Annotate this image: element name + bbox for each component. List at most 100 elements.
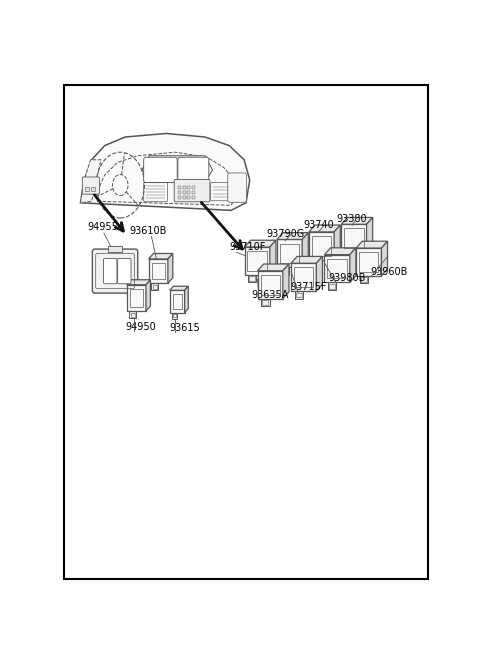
Polygon shape [309, 225, 340, 232]
Text: 93790G: 93790G [266, 229, 304, 239]
Polygon shape [350, 248, 356, 283]
Polygon shape [127, 284, 146, 311]
Bar [130, 289, 143, 307]
Polygon shape [277, 233, 308, 239]
FancyBboxPatch shape [174, 179, 210, 202]
Bar [173, 314, 176, 317]
Bar [178, 196, 181, 199]
Bar [295, 291, 303, 299]
Bar [130, 311, 136, 319]
Bar [345, 252, 353, 260]
Polygon shape [81, 133, 250, 210]
Bar [152, 263, 165, 279]
Polygon shape [341, 224, 367, 252]
Polygon shape [81, 160, 101, 203]
Bar [261, 299, 269, 306]
Polygon shape [258, 264, 289, 271]
Bar [360, 276, 368, 283]
Polygon shape [283, 264, 289, 299]
Polygon shape [309, 232, 334, 260]
Bar [192, 191, 195, 194]
Bar [183, 196, 186, 199]
Bar [183, 185, 186, 189]
Text: 93380: 93380 [336, 214, 367, 224]
Text: 94950: 94950 [125, 323, 156, 332]
Polygon shape [168, 254, 173, 283]
Polygon shape [258, 271, 283, 299]
Bar [85, 187, 89, 191]
Bar [261, 275, 280, 294]
Text: 93615: 93615 [169, 323, 200, 333]
FancyBboxPatch shape [83, 177, 99, 194]
Bar [153, 284, 157, 288]
Polygon shape [244, 240, 276, 247]
Polygon shape [142, 156, 213, 183]
Polygon shape [367, 217, 372, 252]
Bar [281, 267, 289, 275]
Polygon shape [316, 256, 323, 291]
FancyBboxPatch shape [104, 258, 117, 284]
Bar [282, 269, 288, 273]
Polygon shape [382, 241, 387, 276]
Text: 93980B: 93980B [329, 273, 366, 283]
FancyBboxPatch shape [144, 157, 177, 183]
Bar [172, 313, 177, 319]
Polygon shape [291, 256, 323, 263]
Bar [294, 267, 313, 287]
Text: 93710F: 93710F [229, 242, 265, 252]
Polygon shape [170, 286, 188, 290]
Bar [263, 300, 268, 305]
Bar [314, 261, 320, 266]
Bar [192, 196, 195, 199]
Bar [250, 277, 255, 281]
Bar [312, 260, 321, 267]
Text: 93740: 93740 [303, 220, 334, 230]
Bar [296, 292, 302, 297]
Bar [344, 229, 363, 248]
Bar [328, 283, 336, 290]
Polygon shape [170, 290, 185, 313]
Bar [280, 244, 299, 263]
Text: 93635A: 93635A [252, 290, 289, 300]
Bar [187, 191, 190, 194]
Polygon shape [244, 247, 270, 275]
Bar [192, 185, 195, 189]
Polygon shape [185, 286, 188, 313]
Bar [248, 251, 267, 271]
Bar [329, 284, 336, 288]
Bar [178, 191, 181, 194]
Polygon shape [341, 217, 372, 224]
FancyBboxPatch shape [178, 157, 209, 183]
Text: 94955A: 94955A [87, 221, 125, 232]
Polygon shape [148, 259, 168, 283]
Bar [178, 185, 181, 189]
Bar [131, 313, 135, 317]
Polygon shape [277, 239, 302, 267]
Bar [248, 275, 256, 283]
Bar [151, 283, 158, 290]
Polygon shape [324, 248, 356, 255]
Bar [187, 185, 190, 189]
Bar [327, 259, 347, 279]
Bar [312, 236, 331, 256]
Bar [91, 187, 95, 191]
Polygon shape [356, 248, 382, 276]
Bar [361, 277, 367, 282]
Polygon shape [334, 225, 340, 260]
Text: 93715F: 93715F [290, 283, 327, 292]
Polygon shape [291, 263, 316, 291]
Polygon shape [302, 233, 308, 267]
FancyBboxPatch shape [228, 173, 246, 202]
Polygon shape [146, 280, 150, 311]
Bar [183, 191, 186, 194]
Polygon shape [148, 254, 173, 259]
Polygon shape [356, 241, 387, 248]
Bar [359, 252, 378, 272]
FancyBboxPatch shape [118, 258, 131, 284]
Bar [187, 196, 190, 199]
FancyBboxPatch shape [92, 249, 138, 293]
Bar [346, 254, 352, 258]
Bar [108, 246, 122, 252]
Text: 93610B: 93610B [129, 225, 167, 236]
Bar [173, 294, 181, 309]
